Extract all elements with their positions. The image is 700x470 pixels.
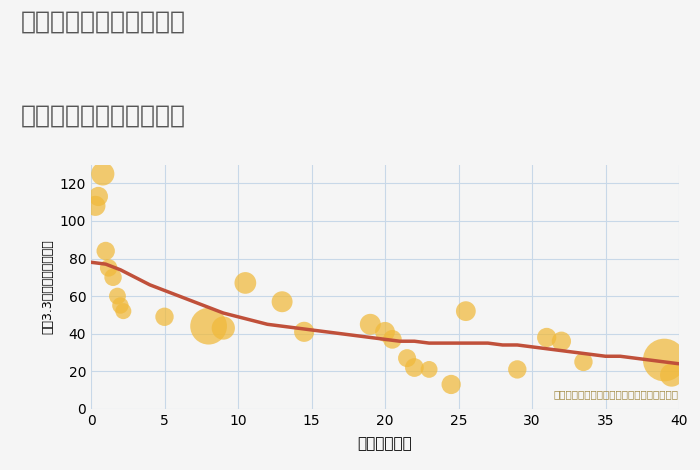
Point <box>239 279 251 287</box>
X-axis label: 築年数（年）: 築年数（年） <box>358 436 412 451</box>
Point <box>112 292 123 300</box>
Point <box>402 354 413 362</box>
Point <box>203 322 214 330</box>
Y-axis label: 坪（3.3㎡）単価（万円）: 坪（3.3㎡）単価（万円） <box>41 239 54 334</box>
Point <box>409 364 420 371</box>
Point <box>446 381 457 388</box>
Text: 円の大きさは、取引のあった物件面積を示す: 円の大きさは、取引のあった物件面積を示す <box>554 389 679 399</box>
Point <box>512 366 523 373</box>
Point <box>115 302 126 309</box>
Text: 三重県四日市市金場町の: 三重県四日市市金場町の <box>21 9 186 33</box>
Point <box>90 202 101 210</box>
Point <box>578 358 589 366</box>
Point <box>97 170 108 178</box>
Point <box>541 334 552 341</box>
Point <box>659 356 670 364</box>
Point <box>100 247 111 255</box>
Point <box>461 307 472 315</box>
Point <box>298 328 309 336</box>
Point <box>424 366 435 373</box>
Point <box>556 337 567 345</box>
Point <box>379 328 391 336</box>
Point <box>92 193 104 200</box>
Text: 築年数別中古戸建て価格: 築年数別中古戸建て価格 <box>21 103 186 127</box>
Point <box>218 324 229 332</box>
Point <box>108 274 119 281</box>
Point <box>666 371 678 379</box>
Point <box>103 264 114 272</box>
Point <box>276 298 288 306</box>
Point <box>365 321 376 328</box>
Point <box>386 336 398 343</box>
Point <box>118 307 129 315</box>
Point <box>159 313 170 321</box>
